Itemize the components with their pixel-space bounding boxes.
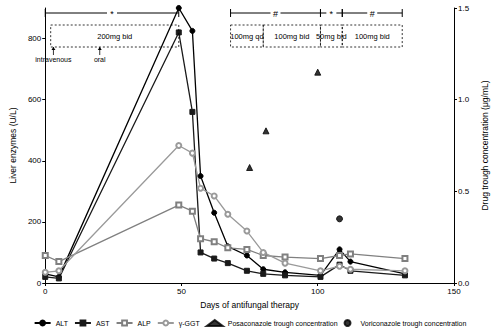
svg-text:*: *: [330, 9, 334, 19]
svg-text:AST: AST: [96, 320, 110, 327]
svg-text:150: 150: [447, 287, 461, 296]
svg-text:200: 200: [28, 217, 42, 226]
svg-text:Days of antifungal therapy: Days of antifungal therapy: [200, 300, 300, 310]
svg-text:50: 50: [177, 287, 186, 296]
svg-text:oral: oral: [94, 56, 106, 63]
svg-text:600: 600: [28, 95, 42, 104]
svg-text:100mg bid: 100mg bid: [274, 32, 309, 41]
svg-text:50mg bid: 50mg bid: [315, 31, 347, 41]
svg-text:Drug trough concentration (μg/: Drug trough concentration (μg/mL): [480, 80, 490, 210]
svg-text:100mg qd: 100mg qd: [230, 32, 263, 41]
svg-text:Liver enzymes (U/L): Liver enzymes (U/L): [8, 107, 18, 183]
svg-text:#: #: [273, 9, 278, 19]
svg-text:ALP: ALP: [138, 320, 152, 327]
svg-text:#: #: [370, 9, 375, 19]
svg-text:Posaconazole trough concentrat: Posaconazole trough concentration: [228, 320, 338, 328]
svg-text:Voriconazole trough concentrat: Voriconazole trough concentration: [361, 320, 467, 328]
svg-text:ALT: ALT: [56, 320, 69, 327]
svg-text:1.5: 1.5: [458, 4, 470, 13]
svg-text:1.0: 1.0: [458, 95, 470, 104]
svg-text:0.0: 0.0: [458, 278, 470, 288]
svg-text:800: 800: [28, 34, 42, 43]
svg-text:100: 100: [311, 287, 325, 296]
svg-text:intravenous: intravenous: [35, 56, 72, 63]
svg-text:*: *: [110, 9, 114, 19]
svg-text:400: 400: [28, 156, 42, 165]
svg-text:γ-GGT: γ-GGT: [179, 320, 201, 328]
svg-text:200mg bid: 200mg bid: [97, 32, 132, 41]
svg-text:0: 0: [37, 279, 42, 288]
svg-text:0: 0: [43, 287, 48, 296]
svg-text:0.5: 0.5: [458, 187, 470, 196]
svg-text:100mg bid: 100mg bid: [355, 32, 390, 41]
